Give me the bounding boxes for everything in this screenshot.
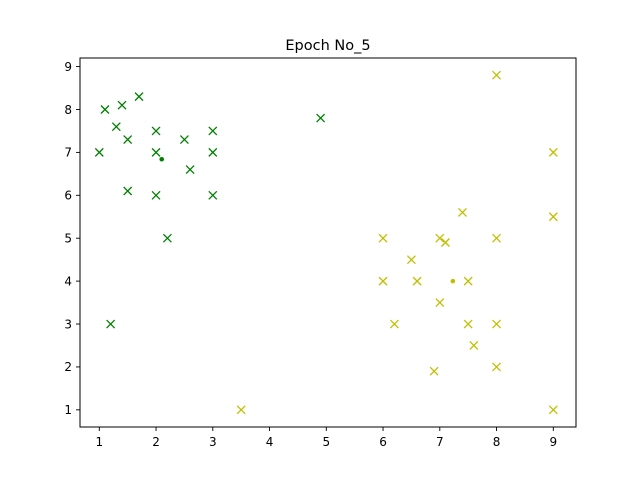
y-tick-label-6: 6 [64,189,72,203]
data-point-series-1-16 [208,147,218,157]
data-point-series-1-4 [117,100,127,110]
plot-frame [79,57,577,428]
data-point-series-2-10 [429,366,439,376]
y-tick-label-5: 5 [64,232,72,246]
data-point-series-1-6 [134,92,144,102]
y-tick-label-8: 8 [64,103,72,117]
x-tick-label-3: 3 [209,435,217,449]
y-tick-label-1: 1 [64,403,72,417]
data-point-series-1-11 [151,190,161,200]
data-point-series-2-1 [236,405,246,415]
data-point-series-2-14 [469,341,479,350]
data-point-series-2-12 [463,276,473,286]
axes-layer: 1 2 3 4 5 6 7 8 9 1 2 3 4 5 6 7 8 9 [64,57,577,449]
data-point-series-2-6 [412,276,422,286]
data-point-series-1-1 [94,147,104,157]
x-tick-label-4: 4 [266,435,274,449]
data-point-series-1-17 [208,190,218,200]
data-point-series-1-18 [316,113,326,123]
x-tick-label-9: 9 [549,435,557,449]
x-tick-label-6: 6 [379,435,387,449]
x-tick-label-5: 5 [322,435,330,449]
x-tick-label-8: 8 [493,435,501,449]
data-point-series-1-2 [100,105,110,114]
data-point-series-2-9 [435,298,445,308]
data-point-series-1-12 [162,233,172,243]
data-point-series-2-15 [492,70,502,80]
data-point-series-2-5 [406,255,416,265]
data-point-series-2-16 [492,233,502,243]
x-tick-label-7: 7 [436,435,444,449]
data-point-series-1-13 [179,135,189,144]
y-tick-label-9: 9 [64,60,72,74]
data-point-series-1-7 [123,186,133,196]
data-point-series-2-8 [441,238,450,247]
data-point-series-1-3 [111,122,121,132]
centroid-series-2 [450,278,456,284]
data-point-series-1-14 [185,165,195,175]
data-point-series-1-10 [151,147,161,157]
x-tick-label-1: 1 [95,435,103,449]
y-tick-label-3: 3 [64,317,72,331]
x-tick-label-2: 2 [152,435,160,449]
data-point-series-1-8 [106,319,116,329]
data-point-series-2-19 [548,147,558,157]
data-point-series-2-7 [435,233,445,243]
data-point-series-2-2 [378,233,388,243]
data-point-series-2-13 [463,319,473,329]
data-point-series-2-11 [458,208,467,217]
marks-layer [94,70,558,415]
y-tick-label-4: 4 [64,274,72,288]
data-point-series-1-15 [208,126,218,136]
data-point-series-1-5 [123,135,133,144]
chart-title: Epoch No_5 [285,38,370,54]
y-tick-label-2: 2 [64,360,72,374]
centroid-series-1 [159,156,165,162]
data-point-series-2-18 [492,362,502,372]
data-point-series-2-4 [389,319,399,329]
data-point-series-1-9 [151,126,161,136]
y-tick-label-7: 7 [64,146,72,160]
data-point-series-2-17 [492,319,502,329]
data-point-series-2-3 [378,276,388,286]
data-point-series-2-20 [548,212,558,222]
data-point-series-2-21 [548,405,558,415]
